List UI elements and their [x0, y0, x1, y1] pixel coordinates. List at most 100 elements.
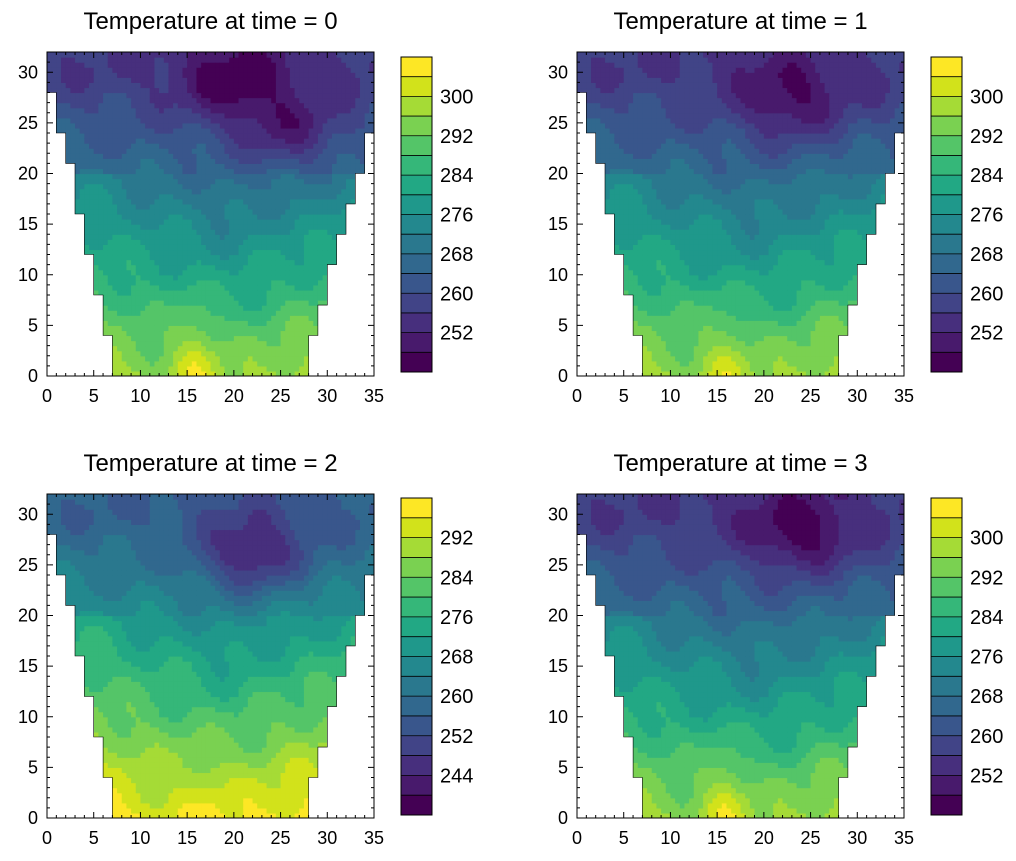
field-cell [275, 300, 282, 306]
field-cell [247, 279, 254, 286]
field-cell [285, 269, 291, 276]
field-cell [168, 259, 174, 266]
field-cell [327, 173, 333, 180]
field-cell [224, 264, 230, 271]
field-cell [285, 133, 291, 139]
field-cell [126, 92, 132, 99]
field-cell [159, 300, 165, 306]
field-cell [345, 360, 352, 367]
field-cell [280, 234, 286, 240]
field-cell [341, 52, 347, 58]
field-cell [205, 148, 212, 154]
field-cell [271, 117, 277, 124]
field-cell [89, 153, 95, 159]
field-cell [355, 122, 361, 129]
field-cell [322, 92, 328, 99]
field-cell [327, 183, 333, 190]
field-cell [313, 163, 319, 170]
field-cell [168, 249, 174, 256]
field-cell [84, 102, 90, 109]
field-cell [275, 345, 282, 352]
field-cell [182, 330, 188, 337]
field-cell [135, 203, 142, 210]
field-cell [233, 102, 240, 109]
field-cell [145, 102, 151, 109]
field-cell [266, 198, 272, 205]
field-cell [182, 102, 188, 109]
field-cell [577, 62, 583, 68]
field-cell [51, 279, 57, 286]
field-cell [294, 315, 300, 321]
field-cell [266, 224, 272, 230]
field-cell [308, 102, 314, 109]
field-cell [359, 87, 366, 94]
field-cell [289, 117, 296, 124]
field-cell [75, 330, 81, 337]
field-cell [140, 295, 146, 301]
field-cell [280, 244, 286, 251]
field-cell [56, 138, 62, 144]
field-cell [289, 138, 296, 144]
field-cell [131, 163, 137, 170]
field-cell [261, 360, 268, 367]
field-cell [191, 112, 198, 119]
field-cell [308, 87, 314, 94]
field-cell [112, 264, 118, 271]
field-cell [317, 57, 324, 63]
field-cell [70, 102, 76, 109]
field-cell [252, 229, 258, 235]
field-cell [117, 178, 123, 185]
field-cell [149, 320, 156, 326]
field-cell [98, 72, 104, 78]
temperature-field [47, 52, 374, 376]
field-cell [135, 52, 142, 58]
field-cell [219, 158, 226, 164]
field-cell [229, 153, 235, 159]
field-cell [182, 229, 188, 235]
field-cell [187, 203, 193, 210]
field-cell [126, 107, 132, 114]
field-cell [350, 264, 356, 271]
field-cell [289, 102, 296, 109]
colorbar-box [401, 352, 432, 373]
field-cell [303, 320, 310, 326]
field-cell [280, 370, 286, 376]
field-cell [219, 340, 226, 347]
field-cell [56, 52, 62, 58]
field-cell [215, 52, 221, 58]
field-cell [163, 82, 170, 89]
y-tick-label: 30 [18, 62, 38, 82]
field-cell [65, 355, 71, 362]
field-cell [51, 315, 57, 321]
field-cell [275, 370, 282, 376]
field-cell [364, 345, 370, 352]
field-cell [275, 269, 282, 276]
field-cell [182, 224, 188, 230]
field-cell [595, 163, 601, 170]
field-cell [275, 330, 282, 337]
field-cell [117, 360, 123, 367]
field-cell [51, 203, 57, 210]
field-cell [205, 193, 212, 200]
field-cell [177, 193, 184, 200]
field-cell [271, 133, 277, 139]
field-cell [121, 188, 128, 195]
field-cell [103, 269, 109, 276]
field-cell [210, 153, 216, 159]
field-cell [345, 52, 352, 58]
field-cell [121, 335, 128, 342]
field-cell [595, 87, 601, 94]
field-cell [317, 244, 324, 251]
field-cell [243, 102, 249, 109]
field-cell [215, 340, 221, 347]
field-cell [61, 183, 67, 190]
field-cell [126, 295, 132, 301]
field-cell [308, 127, 314, 134]
field-cell [355, 239, 361, 245]
field-cell [126, 193, 132, 200]
field-cell [331, 112, 338, 119]
field-cell [350, 315, 356, 321]
field-cell [322, 143, 328, 149]
field-cell [215, 133, 221, 139]
field-cell [280, 360, 286, 367]
